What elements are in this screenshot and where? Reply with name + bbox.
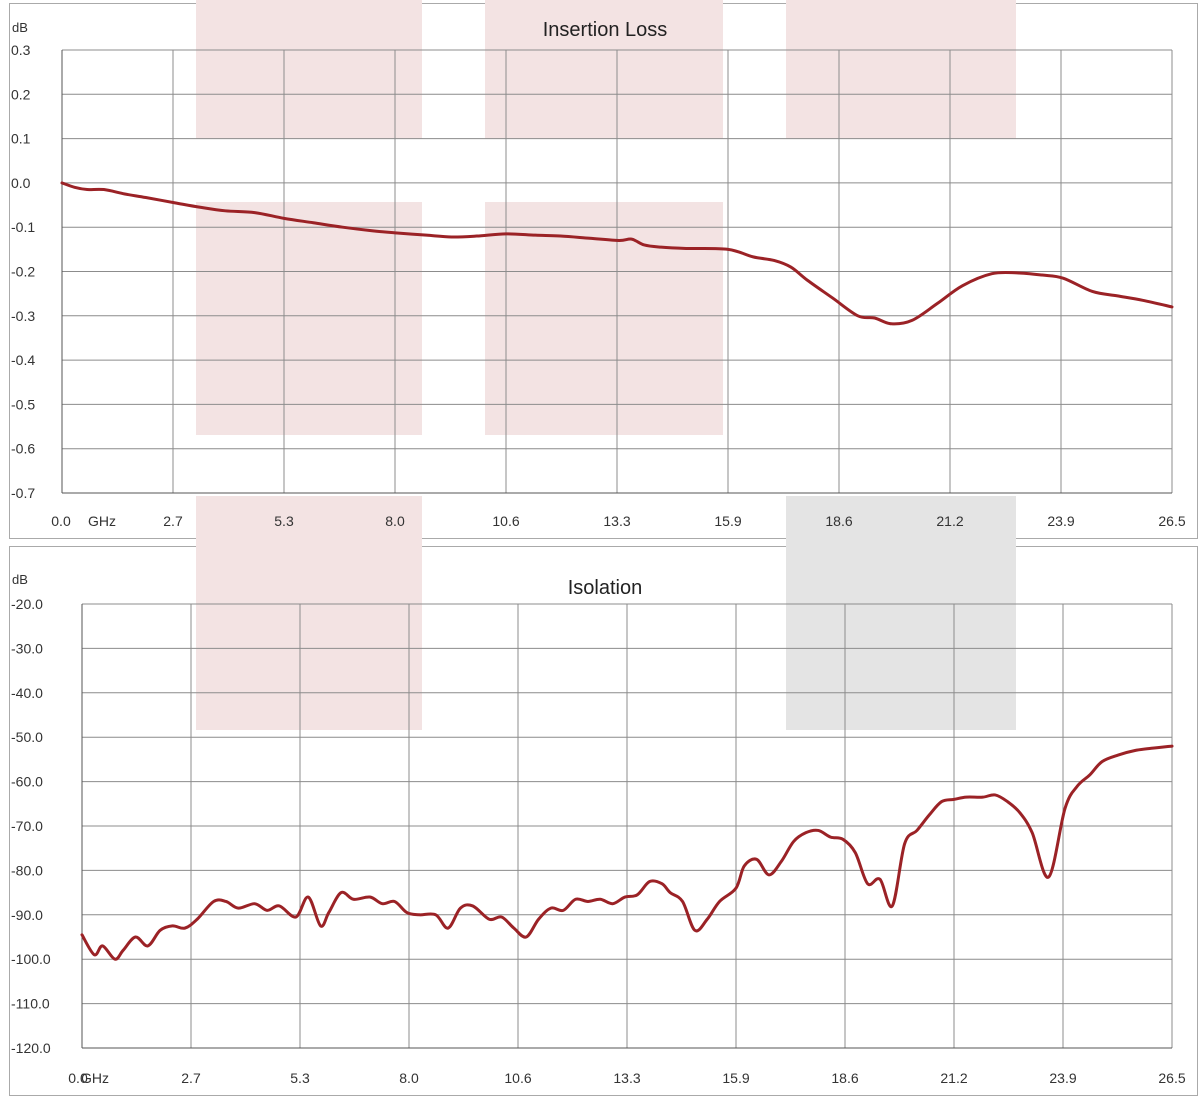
isolation-x-tick-label: 13.3: [613, 1070, 640, 1086]
isolation-y-tick-label: -80.0: [11, 862, 43, 878]
band-7: [786, 496, 1016, 730]
insertion-loss-x-tick-label: 15.9: [714, 513, 741, 529]
insertion-loss-x-tick-label: 8.0: [385, 513, 405, 529]
isolation-x-tick-label: 5.3: [290, 1070, 310, 1086]
insertion-loss-y-tick-label: -0.3: [11, 308, 35, 324]
insertion-loss-y-tick-label: -0.2: [11, 264, 35, 280]
insertion-loss-x-tick-label: 5.3: [274, 513, 294, 529]
band-6: [196, 496, 422, 730]
isolation-x-tick-label: 21.2: [940, 1070, 967, 1086]
band-5: [485, 202, 723, 435]
isolation-x-tick-label: 10.6: [504, 1070, 531, 1086]
insertion-loss-y-unit: dB: [12, 20, 28, 35]
insertion-loss-title: Insertion Loss: [543, 19, 668, 41]
insertion-loss-x-tick-label: 13.3: [603, 513, 630, 529]
isolation-x-tick-label: 23.9: [1049, 1070, 1076, 1086]
isolation-panel-frame: [10, 547, 1198, 1096]
isolation-title: Isolation: [568, 577, 643, 599]
isolation-y-tick-label: -100.0: [11, 951, 51, 967]
insertion-loss-y-tick-label: -0.6: [11, 441, 35, 457]
insertion-loss-y-tick-label: -0.5: [11, 396, 35, 412]
isolation-y-tick-label: -30.0: [11, 640, 43, 656]
band-3: [786, 0, 1016, 139]
isolation-y-unit: dB: [12, 572, 28, 587]
insertion-loss-x-tick-label: 0.0: [51, 513, 71, 529]
insertion-loss-x-tick-label: 10.6: [492, 513, 519, 529]
insertion-loss-x-tick-label: 2.7: [163, 513, 183, 529]
insertion-loss-y-tick-label: 0.0: [11, 175, 31, 191]
insertion-loss-y-tick-label: 0.3: [11, 42, 31, 58]
insertion-loss-y-tick-label: -0.7: [11, 485, 35, 501]
isolation-y-tick-label: -70.0: [11, 818, 43, 834]
isolation-y-tick-label: -50.0: [11, 729, 43, 745]
isolation-x-tick-label: 26.5: [1158, 1070, 1185, 1086]
spec-bands: [196, 0, 1016, 730]
insertion-loss-x-tick-label: 26.5: [1158, 513, 1185, 529]
insertion-loss-y-tick-label: -0.1: [11, 219, 35, 235]
band-4: [196, 202, 422, 435]
insertion-loss-y-tick-label: 0.2: [11, 86, 31, 102]
isolation-x-tick-label: 8.0: [399, 1070, 419, 1086]
isolation-x-tick-label: 18.6: [831, 1070, 858, 1086]
isolation-y-tick-label: -90.0: [11, 907, 43, 923]
insertion-loss-x-tick-label: 18.6: [825, 513, 852, 529]
isolation-x-tick-label: 2.7: [181, 1070, 201, 1086]
band-1: [196, 0, 422, 139]
isolation-y-tick-label: -120.0: [11, 1040, 51, 1056]
insertion-loss-y-tick-label: 0.1: [11, 131, 31, 147]
isolation-y-tick-label: -110.0: [11, 996, 50, 1012]
insertion-loss-y-tick-label: -0.4: [11, 352, 35, 368]
insertion-loss-x-tick-label: 23.9: [1047, 513, 1074, 529]
insertion-loss-x-unit: GHz: [88, 513, 116, 529]
isolation-y-tick-label: -20.0: [11, 596, 43, 612]
isolation-x-tick-label: 15.9: [722, 1070, 749, 1086]
insertion-loss-x-tick-label: 21.2: [936, 513, 963, 529]
isolation-x-unit: GHz: [81, 1070, 109, 1086]
isolation-y-tick-label: -40.0: [11, 685, 43, 701]
isolation-y-tick-label: -60.0: [11, 774, 43, 790]
